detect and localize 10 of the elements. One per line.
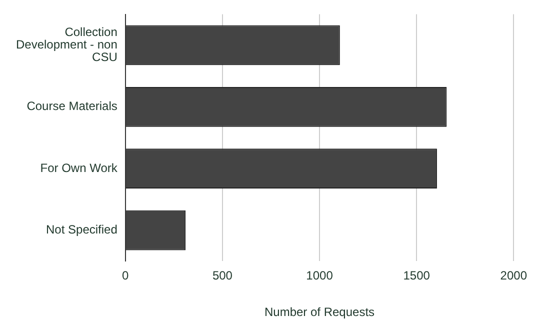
x-axis-title: Number of Requests <box>264 305 375 320</box>
y-tick-label: Not Specified <box>46 222 118 237</box>
x-tick-label: 1500 <box>403 268 430 283</box>
x-tick-label: 0 <box>122 268 130 283</box>
y-tick-label: For Own Work <box>40 160 118 175</box>
y-tick-label: Collection Development - non CSU <box>16 24 118 64</box>
x-tick-label: 2000 <box>500 268 528 283</box>
y-tick-label: Course Materials <box>26 99 118 114</box>
x-tick-label: 500 <box>212 268 233 283</box>
x-tick-label: 1000 <box>306 268 334 283</box>
